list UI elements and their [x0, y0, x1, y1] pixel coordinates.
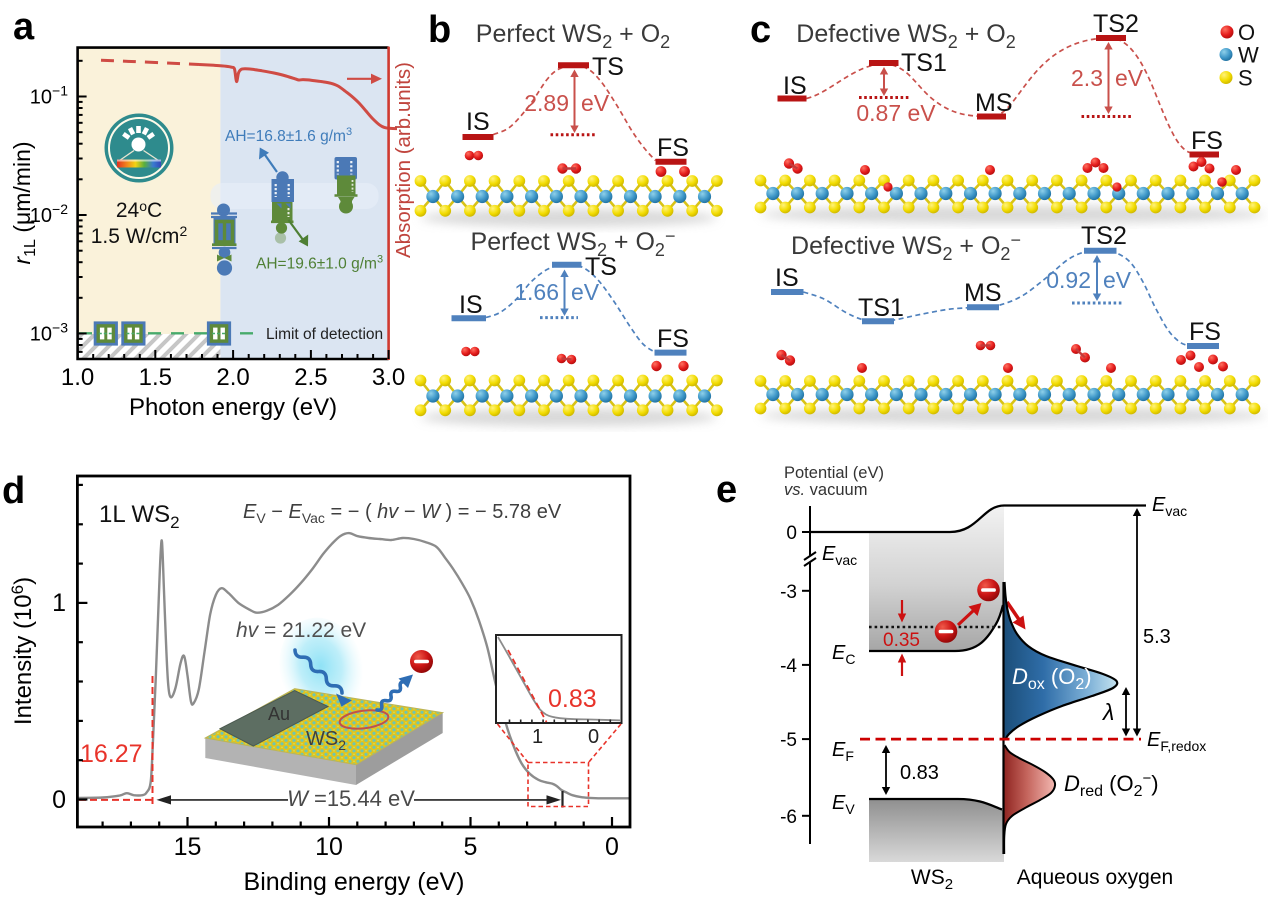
svg-text:10−3: 10−3: [30, 320, 68, 346]
svg-text:eV: eV: [1115, 65, 1144, 91]
svg-text:Binding energy (eV): Binding energy (eV): [244, 868, 465, 896]
svg-text:eV: eV: [571, 279, 600, 305]
svg-text:-5: -5: [780, 730, 797, 751]
svg-text:0.83: 0.83: [900, 762, 939, 784]
svg-text:Au: Au: [268, 704, 290, 724]
svg-text:Photon energy (eV): Photon energy (eV): [129, 394, 337, 421]
svg-text:Perfect WS2 + O2: Perfect WS2 + O2: [476, 20, 670, 52]
svg-text:TS: TS: [585, 253, 617, 281]
svg-text:W =15.44 eV: W =15.44 eV: [287, 786, 415, 811]
svg-text:IS: IS: [466, 108, 490, 136]
svg-text:1.0: 1.0: [61, 364, 94, 391]
svg-text:vs. vacuum: vs. vacuum: [784, 481, 867, 499]
svg-text:TS2: TS2: [1081, 222, 1127, 250]
svg-text:0.83: 0.83: [548, 685, 597, 713]
svg-text:MS: MS: [964, 279, 1002, 307]
svg-text:a: a: [13, 6, 35, 48]
svg-text:Intensity (106): Intensity (106): [8, 577, 37, 725]
svg-text:Absorption (arb.units): Absorption (arb.units): [392, 62, 415, 258]
svg-text:10: 10: [315, 833, 343, 861]
svg-text:15: 15: [174, 833, 202, 861]
svg-text:2.5: 2.5: [294, 364, 327, 391]
svg-text:-4: -4: [780, 656, 797, 677]
svg-text:b: b: [428, 9, 451, 51]
svg-text:2.0: 2.0: [216, 364, 249, 391]
svg-text:IS: IS: [459, 291, 483, 319]
svg-text:0: 0: [605, 833, 619, 861]
svg-text:FS: FS: [1191, 127, 1223, 155]
svg-text:-3: -3: [780, 582, 797, 603]
svg-text:-6: -6: [780, 807, 797, 828]
svg-text:S: S: [1238, 66, 1253, 91]
svg-text:eV: eV: [581, 90, 610, 116]
svg-text:r1L (μm/min): r1L (μm/min): [9, 141, 39, 264]
svg-text:3.0: 3.0: [372, 364, 405, 391]
svg-text:Dred (O2−): Dred (O2−): [1064, 770, 1159, 800]
svg-text:EF,redox: EF,redox: [1147, 729, 1206, 754]
svg-text:1.5: 1.5: [139, 364, 172, 391]
svg-text:0: 0: [588, 726, 599, 748]
svg-text:Defective WS2 + O2−: Defective WS2 + O2−: [791, 230, 1021, 264]
svg-text:MS: MS: [975, 89, 1013, 117]
svg-text:0.87 eV: 0.87 eV: [856, 100, 936, 126]
svg-text:AH=16.8±1.6 g/m3: AH=16.8±1.6 g/m3: [225, 126, 352, 145]
svg-text:Evac: Evac: [1152, 494, 1187, 519]
svg-text:1L WS2: 1L WS2: [99, 501, 180, 532]
svg-text:eV: eV: [1103, 267, 1132, 293]
svg-text:1: 1: [52, 589, 66, 617]
svg-text:TS1: TS1: [858, 294, 904, 322]
svg-text:0: 0: [52, 786, 66, 814]
svg-text:Evac: Evac: [822, 543, 857, 568]
svg-text:FS: FS: [657, 325, 689, 353]
svg-text:O: O: [1238, 20, 1255, 45]
svg-text:0.92: 0.92: [1046, 267, 1091, 293]
svg-text:5.3: 5.3: [1143, 626, 1171, 648]
svg-text:1: 1: [532, 726, 543, 748]
svg-text:1.66: 1.66: [514, 279, 559, 305]
svg-text:IS: IS: [775, 264, 799, 292]
svg-text:Defective WS2 + O2: Defective WS2 + O2: [796, 20, 1015, 52]
svg-text:1.5 W/cm2: 1.5 W/cm2: [91, 223, 188, 248]
svg-text:TS2: TS2: [1093, 10, 1139, 38]
svg-text:0.35: 0.35: [883, 630, 920, 651]
svg-text:Limit of detection: Limit of detection: [266, 326, 383, 343]
svg-text:Perfect WS2 + O2−: Perfect WS2 + O2−: [471, 226, 676, 260]
svg-text:EC: EC: [832, 642, 855, 667]
svg-text:24oC: 24oC: [116, 198, 162, 222]
svg-text:EV: EV: [832, 792, 855, 817]
svg-text:e: e: [716, 469, 737, 511]
svg-text:2.89: 2.89: [524, 90, 569, 116]
svg-text:10−2: 10−2: [30, 201, 68, 227]
svg-text:0: 0: [786, 523, 797, 544]
svg-text:TS: TS: [592, 53, 624, 81]
svg-text:EF: EF: [832, 739, 854, 764]
svg-text:WS2: WS2: [911, 866, 953, 893]
svg-text:Dox (O2): Dox (O2): [1012, 664, 1092, 693]
svg-text:W: W: [1238, 43, 1259, 68]
svg-text:AH=19.6±1.0 g/m3: AH=19.6±1.0 g/m3: [256, 254, 383, 273]
svg-text:16.27: 16.27: [80, 740, 143, 768]
svg-text:FS: FS: [1189, 318, 1221, 346]
svg-text:2.3: 2.3: [1071, 65, 1103, 91]
svg-text:IS: IS: [783, 72, 807, 100]
svg-text:Potential (eV): Potential (eV): [784, 464, 884, 482]
svg-text:λ: λ: [1101, 699, 1114, 725]
svg-text:c: c: [750, 9, 771, 51]
svg-text:5: 5: [464, 833, 478, 861]
svg-text:FS: FS: [657, 134, 689, 162]
svg-text:10−1: 10−1: [30, 83, 68, 109]
svg-text:Aqueous oxygen: Aqueous oxygen: [1017, 866, 1173, 889]
svg-text:EV − EVac = − ( hv − W ) = − 5: EV − EVac = − ( hv − W ) = − 5.78 eV: [243, 501, 562, 526]
svg-text:TS1: TS1: [901, 49, 947, 77]
svg-text:d: d: [2, 470, 25, 512]
svg-text:hv = 21.22 eV: hv = 21.22 eV: [236, 619, 366, 642]
